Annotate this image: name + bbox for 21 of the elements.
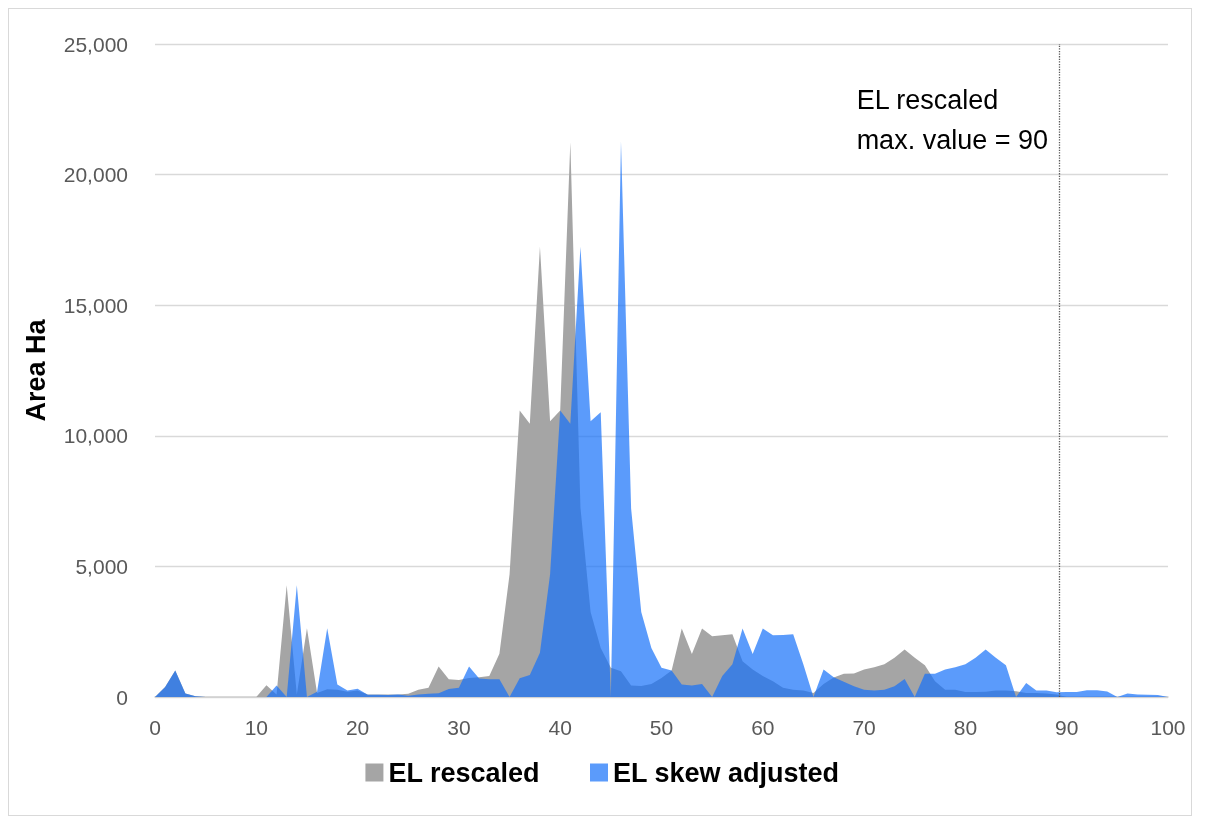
x-tick-label: 50 — [649, 716, 674, 739]
y-tick-label: 5,000 — [75, 554, 128, 578]
x-tick-label: 60 — [751, 716, 775, 739]
x-tick-label: 30 — [447, 716, 471, 739]
y-tick-label: 20,000 — [63, 163, 128, 187]
x-tick-label: 40 — [548, 716, 572, 739]
x-tick-label: 20 — [345, 716, 370, 739]
x-tick-label: 90 — [1055, 716, 1079, 739]
x-tick-label: 80 — [953, 716, 978, 739]
x-tick-label: 0 — [149, 716, 161, 739]
y-tick-label: 10,000 — [63, 424, 128, 448]
annotation: EL rescaled max. value = 90 — [856, 84, 1048, 157]
x-tick-label: 100 — [1150, 716, 1186, 739]
x-tick-label: 10 — [244, 716, 268, 739]
legend-label: EL rescaled — [388, 757, 540, 788]
legend-label: EL skew adjusted — [613, 757, 840, 788]
y-tick-label: 25,000 — [63, 32, 128, 56]
x-tick-label: 70 — [852, 716, 876, 739]
y-tick-label: 15,000 — [63, 293, 128, 317]
y-axis-title: Area Ha — [20, 318, 51, 422]
y-tick-label: 0 — [116, 685, 128, 709]
